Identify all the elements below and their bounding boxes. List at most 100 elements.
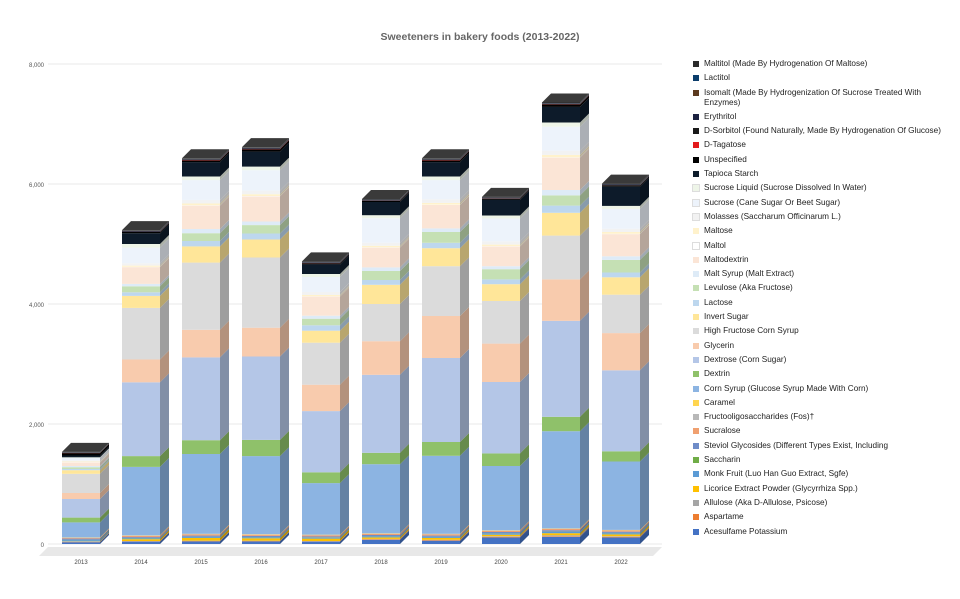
bar-segment: [62, 467, 100, 469]
bar-segment: [122, 292, 160, 296]
bar-segment: [422, 232, 460, 243]
bar-segment: [362, 248, 400, 268]
legend-item: Isomalt (Made By Hydrogenization Of Sucr…: [693, 88, 955, 108]
legend-label: Licorice Extract Powder (Glycyrrhiza Spp…: [704, 484, 955, 494]
bar-segment: [62, 539, 100, 540]
bar-segment: [182, 538, 220, 541]
bar-segment: [362, 285, 400, 304]
legend-label: Dextrose (Corn Sugar): [704, 355, 955, 365]
bar-stack-2021: [542, 93, 589, 544]
legend-item: Steviol Glycosides (Different Types Exis…: [693, 441, 955, 451]
legend-label: Dextrin: [704, 369, 955, 379]
chart-title: Sweeteners in bakery foods (2013-2022): [380, 31, 579, 43]
legend-swatch: [693, 471, 699, 477]
bar-segment: [542, 158, 580, 190]
bar-segment-side: [460, 257, 469, 316]
bar-segment: [542, 529, 580, 530]
bar-segment: [422, 180, 460, 199]
legend-item: Acesulfame Potassium: [693, 527, 955, 537]
bar-segment: [422, 177, 460, 181]
legend-item: Maltitol (Made By Hydrogenation Of Malto…: [693, 59, 955, 69]
bar-segment: [122, 539, 160, 541]
bar-segment-side: [220, 348, 229, 440]
bar-segment: [362, 200, 400, 201]
bar-segment: [182, 541, 220, 544]
bar-stack-2015: [182, 149, 229, 544]
bar-segment: [362, 246, 400, 248]
bar-segment: [482, 466, 520, 530]
bar-segment-side: [520, 373, 529, 453]
legend-item: Maltol: [693, 241, 955, 251]
bar-segment: [482, 241, 520, 244]
legend-item: Tapioca Starch: [693, 169, 955, 179]
y-tick-label: 0: [41, 543, 45, 549]
bar-segment: [602, 451, 640, 461]
bar-segment: [362, 534, 400, 535]
bar-segment: [62, 453, 100, 455]
bar-segment: [422, 442, 460, 456]
bar-segment: [62, 538, 100, 539]
legend-item: Allulose (Aka D-Allulose, Psicose): [693, 498, 955, 508]
bar-segment: [542, 535, 580, 536]
legend-item: Caramel: [693, 398, 955, 408]
bar-segment: [302, 343, 340, 385]
bar-segment: [542, 321, 580, 417]
bar-segment-side: [160, 458, 169, 535]
bar-segment: [542, 195, 580, 205]
bar-segment: [182, 263, 220, 330]
legend-item: D-Tagatose: [693, 140, 955, 150]
legend-swatch: [693, 257, 699, 263]
bar-segment: [602, 184, 640, 185]
bar-segment: [362, 304, 400, 341]
bar-segment: [182, 206, 220, 229]
legend-label: Corn Syrup (Glucose Syrup Made With Corn…: [704, 384, 955, 394]
bar-segment: [302, 319, 340, 326]
bar-segment: [602, 206, 640, 209]
bar-segment: [62, 457, 100, 458]
bar-segment: [242, 167, 280, 171]
bar-segment: [482, 537, 520, 544]
bar-segment: [122, 284, 160, 286]
bar-segment: [602, 187, 640, 206]
bar-segment: [542, 123, 580, 127]
legend-item: Sucralose: [693, 426, 955, 436]
legend-label: Tapioca Starch: [704, 169, 955, 179]
bar-segment: [62, 469, 100, 470]
legend-swatch: [693, 443, 699, 449]
legend-item: Malt Syrup (Malt Extract): [693, 269, 955, 279]
bar-segment: [482, 246, 520, 266]
x-tick-label: 2015: [194, 560, 208, 566]
bars: [62, 93, 649, 544]
bar-segment: [182, 200, 220, 204]
bar-segment: [242, 196, 280, 221]
bar-stack-2019: [422, 149, 469, 544]
bar-segment: [362, 539, 400, 540]
bar-segment: [422, 243, 460, 248]
bar-segment: [602, 277, 640, 294]
legend-label: Unspecified: [704, 155, 955, 165]
bar-segment-side: [520, 457, 529, 530]
bar-segment: [62, 499, 100, 518]
legend-item: Lactose: [693, 298, 955, 308]
legend-item: Maltodextrin: [693, 255, 955, 265]
legend-label: Invert Sugar: [704, 312, 955, 322]
bar-segment: [482, 301, 520, 344]
bar-segment: [302, 542, 340, 544]
bar-segment: [242, 149, 280, 151]
bar-segment: [302, 535, 340, 536]
bar-segment: [482, 534, 520, 535]
bar-segment: [602, 462, 640, 530]
bar-segment: [122, 538, 160, 539]
bar-segment-side: [160, 373, 169, 456]
bar-segment: [302, 274, 340, 277]
bar-segment: [242, 456, 280, 534]
legend-swatch: [693, 128, 699, 134]
bar-segment: [542, 151, 580, 155]
legend-swatch: [693, 114, 699, 120]
legend-label: Maltol: [704, 241, 955, 251]
bar-segment: [122, 267, 160, 284]
legend-swatch: [693, 214, 699, 220]
legend-item: Sucrose Liquid (Sucrose Dissolved In Wat…: [693, 183, 955, 193]
bar-segment: [62, 518, 100, 523]
x-tick-label: 2022: [614, 560, 628, 566]
